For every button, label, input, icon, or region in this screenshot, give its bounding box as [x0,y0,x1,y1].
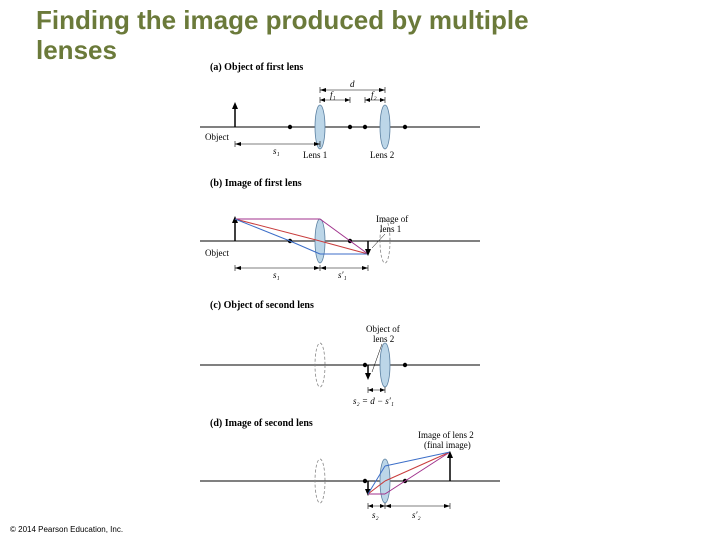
panel-b-diagram: Object Image of lens 1 s₁ s′₁ [190,186,490,296]
page-title: Finding the image produced by multiple l… [36,6,529,66]
final-img-l1: Image of lens 2 [418,430,474,440]
f2-label: f₂ [371,90,377,100]
panel-a-diagram: Object Lens 1 Lens 2 d f₁ f₂ s₁ [190,72,490,172]
lens1-label: Lens 1 [303,150,327,160]
s1p-label: s′₁ [338,270,347,280]
object-label-b: Object [205,248,229,258]
s1-label-b: s₁ [273,270,280,280]
lens2-label: Lens 2 [370,150,394,160]
title-line2: lenses [36,35,117,65]
s2-label: s₂ [372,510,379,520]
copyright-text: © 2014 Pearson Education, Inc. [10,525,123,534]
panel-c-diagram: Object of lens 2 s₂ = d − s′₁ [190,310,490,415]
obj-lens2-l1: Object of [366,324,400,334]
image-lens1-l1: Image of [376,214,408,224]
object-label: Object [205,132,229,142]
obj-lens2-l2: lens 2 [373,334,394,344]
title-line1: Finding the image produced by multiple [36,5,529,35]
s2p-label: s′₂ [412,510,421,520]
final-img-l2: (final image) [424,440,471,450]
f1-label: f₁ [330,90,336,100]
s2eq-label: s₂ = d − s′₁ [353,396,394,406]
s1-label: s₁ [273,146,280,156]
panel-d-diagram: Image of lens 2 (final image) s₂ s′₂ [190,426,510,536]
d-label: d [350,79,355,89]
image-lens1-l2: lens 1 [380,224,401,234]
